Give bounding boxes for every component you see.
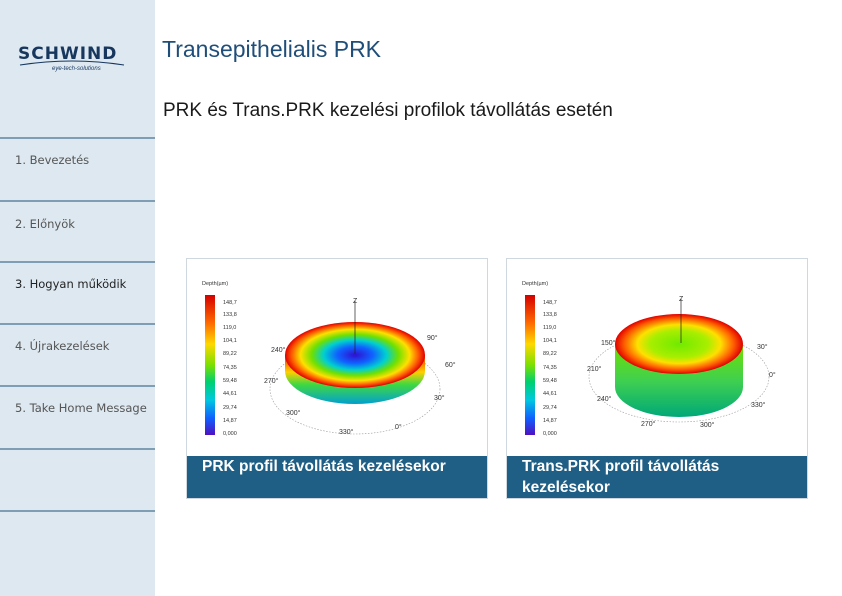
prk-ablation-profile-image: Depth(µm) 148,7 133,8 119,0 104,1 89,22 74,3… [202,281,456,437]
nav-divider [0,261,155,263]
sidebar-item-bevezetes[interactable]: 1. Bevezetés [15,153,90,167]
svg-text:44,61: 44,61 [223,391,237,397]
svg-text:14,87: 14,87 [543,418,557,424]
nav-divider [0,385,155,387]
svg-text:29,74: 29,74 [223,405,237,411]
svg-text:44,61: 44,61 [543,391,557,397]
page-title: Transepithelialis PRK [162,36,382,62]
sidebar-item-hogyan-mukodik[interactable]: 3. Hogyan működik [15,277,127,291]
svg-text:Depth(µm): Depth(µm) [522,281,548,287]
svg-text:89,22: 89,22 [543,351,557,357]
svg-text:29,74: 29,74 [543,405,557,411]
sidebar: SCHWIND eye-tech-solutions 1. Bevezetés … [0,0,155,596]
svg-text:14,87: 14,87 [223,418,237,424]
svg-text:104,1: 104,1 [543,338,557,344]
svg-text:0°: 0° [769,371,776,379]
svg-text:30°: 30° [434,394,445,402]
nav-divider [0,448,155,450]
svg-text:330°: 330° [339,428,354,436]
svg-text:133,8: 133,8 [543,312,557,318]
svg-text:Z: Z [353,298,358,305]
svg-text:119,0: 119,0 [543,325,556,331]
svg-text:330°: 330° [751,401,766,409]
svg-text:89,22: 89,22 [223,351,237,357]
figure-prk-panel: Depth(µm) 148,7 133,8 119,0 104,1 89,22 74,3… [186,258,488,499]
svg-text:148,7: 148,7 [223,300,237,306]
figure-prk-caption: PRK profil távollátás kezelésekor [187,456,487,498]
svg-text:104,1: 104,1 [223,338,237,344]
svg-text:300°: 300° [286,409,301,417]
transprk-ablation-profile-image: Depth(µm) 148,7 133,8 119,0 104,1 89,22 74,3… [522,281,776,437]
svg-text:150°: 150° [601,339,616,347]
svg-text:59,48: 59,48 [223,378,237,384]
svg-text:Z: Z [679,296,684,303]
svg-text:300°: 300° [700,421,715,429]
svg-text:74,35: 74,35 [543,365,557,371]
svg-text:90°: 90° [427,334,438,342]
sidebar-item-elonyok[interactable]: 2. Előnyök [15,217,75,231]
svg-text:240°: 240° [597,395,612,403]
svg-text:Depth(µm): Depth(µm) [202,281,228,287]
figure-transprk-caption: Trans.PRK profil távollátás kezelésekor [507,456,807,498]
sidebar-item-take-home-message[interactable]: 5. Take Home Message [15,401,147,415]
svg-text:0,000: 0,000 [223,431,237,437]
schwind-logo: SCHWIND eye-tech-solutions [18,44,128,78]
logo-wordmark: SCHWIND [18,44,118,64]
svg-text:74,35: 74,35 [223,365,237,371]
nav-divider [0,510,155,512]
nav-divider [0,323,155,325]
nav-divider [0,137,155,139]
logo-swoosh-icon [19,60,125,66]
svg-text:133,8: 133,8 [223,312,237,318]
svg-text:0°: 0° [395,423,402,431]
svg-text:59,48: 59,48 [543,378,557,384]
figure-transprk-panel: Depth(µm) 148,7 133,8 119,0 104,1 89,22 74,3… [506,258,808,499]
logo-tagline: eye-tech-solutions [52,66,101,72]
svg-text:30°: 30° [757,343,768,351]
svg-text:0,000: 0,000 [543,431,557,437]
svg-text:148,7: 148,7 [543,300,557,306]
page-subtitle: PRK és Trans.PRK kezelési profilok távol… [163,100,613,121]
svg-text:60°: 60° [445,361,456,369]
svg-text:210°: 210° [587,365,602,373]
sidebar-item-ujrakezelesek[interactable]: 4. Újrakezelések [15,339,110,353]
svg-text:119,0: 119,0 [223,325,236,331]
svg-text:270°: 270° [264,377,279,385]
svg-text:270°: 270° [641,420,656,428]
svg-text:240°: 240° [271,346,286,354]
nav-divider [0,200,155,202]
